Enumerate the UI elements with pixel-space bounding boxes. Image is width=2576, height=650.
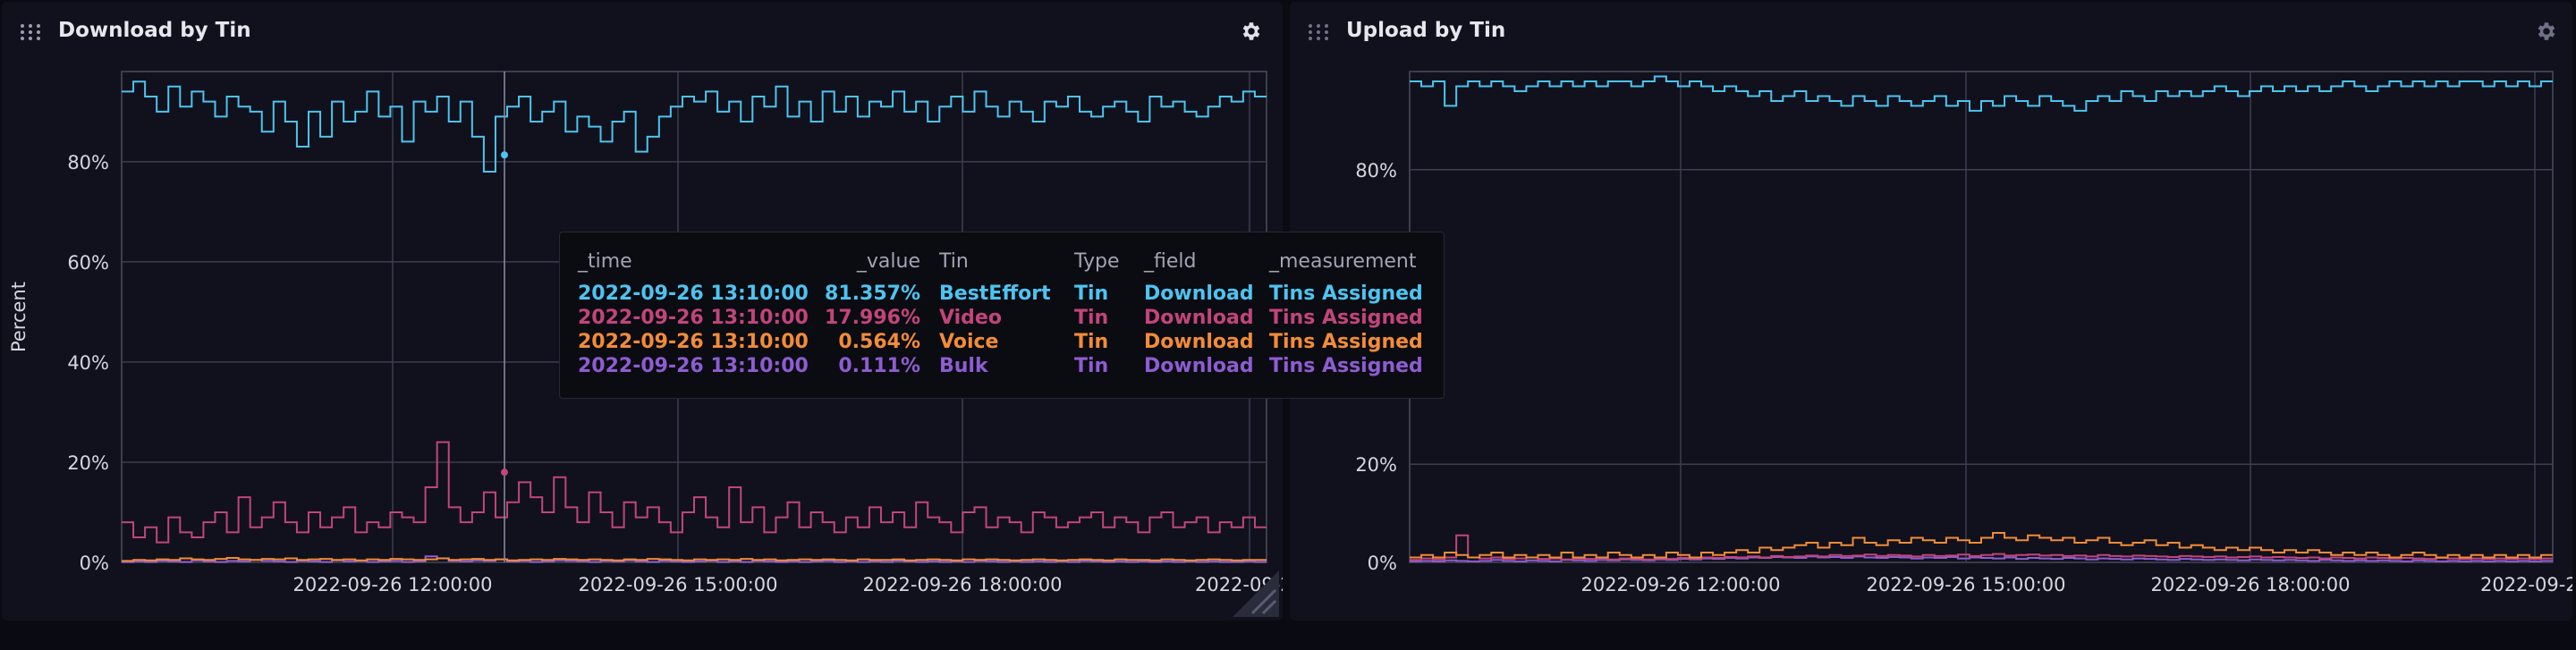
panel-header: Download by Tin	[2, 2, 1283, 59]
tooltip-cell-time: 2022-09-26 13:10:00	[578, 283, 809, 305]
tooltip-cell-tin: Video	[939, 307, 1002, 329]
x-tick-label: 2022-09-26	[2480, 574, 2572, 595]
series-line-voice[interactable]	[122, 556, 1267, 562]
tooltip-header-tin: Tin	[939, 250, 969, 273]
drag-handle-icon[interactable]	[20, 23, 41, 41]
tooltip-cell-tin: BestEffort	[939, 283, 1051, 305]
tooltip-header-measurement: _measurement	[1269, 250, 1417, 273]
x-tick-label: 2022-09-26 15:00:00	[578, 574, 777, 595]
tooltip-cell-time: 2022-09-26 13:10:00	[578, 355, 809, 377]
tooltip-cell-type: Tin	[1074, 283, 1109, 305]
series-line-bulk[interactable]	[122, 555, 1267, 563]
y-tick-label: 20%	[1355, 454, 1397, 476]
tooltip-cell-field: Download	[1144, 307, 1254, 329]
tooltip-header-time: _time	[578, 250, 632, 273]
hover-point	[501, 151, 508, 159]
hover-point	[501, 469, 508, 477]
upload-panel: Upload by Tin 0% 20% 80% 2022-09-26 12:00:0…	[1290, 2, 2572, 620]
gear-icon[interactable]	[2535, 20, 2558, 43]
tooltip-cell-type: Tin	[1074, 331, 1109, 353]
tooltip-cell-measurement: Tins Assigned	[1269, 355, 1423, 377]
hover-tooltip: _time 2022-09-26 13:10:00 2022-09-26 13:10…	[559, 232, 1445, 399]
tooltip-cell-measurement: Tins Assigned	[1269, 331, 1423, 353]
series-line-besteffort[interactable]	[122, 80, 1267, 173]
tooltip-cell-time: 2022-09-26 13:10:00	[578, 331, 809, 353]
series-line-video[interactable]	[122, 441, 1267, 544]
tooltip-cell-type: Tin	[1074, 355, 1109, 377]
y-tick-label: 20%	[67, 452, 109, 474]
tooltip-cell-value: 0.111%	[838, 355, 920, 377]
plot-area	[1409, 71, 2554, 563]
tooltip-cell-field: Download	[1144, 331, 1254, 353]
tooltip-cell-measurement: Tins Assigned	[1269, 307, 1423, 329]
tooltip-cell-value: 0.564%	[838, 331, 920, 353]
gear-icon[interactable]	[1240, 20, 1263, 43]
series-line-bulk[interactable]	[1410, 555, 2553, 562]
drag-handle-icon[interactable]	[1308, 23, 1329, 41]
tooltip-cell-value: 17.996%	[825, 307, 920, 329]
tooltip-header-field: _field	[1144, 250, 1197, 273]
tooltip-cell-measurement: Tins Assigned	[1269, 283, 1423, 305]
y-tick-label: 80%	[1355, 160, 1397, 181]
y-tick-label: 40%	[67, 352, 109, 374]
y-axis-title: Percent	[8, 282, 30, 352]
series-line-besteffort[interactable]	[1410, 75, 2553, 112]
upload-chart[interactable]: 0% 20% 80% 2022-09-26 12:00:00 2022-09-26 15…	[1290, 2, 2572, 620]
y-tick-label: 0%	[1368, 553, 1397, 574]
tooltip-cell-field: Download	[1144, 283, 1254, 305]
tooltip-cell-field: Download	[1144, 355, 1254, 377]
series-line-voice[interactable]	[1410, 532, 2553, 559]
x-tick-label: 2022-09-26 18:00:00	[862, 574, 1062, 595]
y-tick-label: 80%	[67, 152, 109, 173]
x-tick-label: 2022-09-26 12:00:00	[292, 574, 492, 595]
tooltip-header-value: _value	[856, 250, 920, 273]
tooltip-cell-value: 81.357%	[825, 283, 920, 305]
x-tick-label: 2022-09-26 18:00:00	[2150, 574, 2350, 595]
y-tick-label: 0%	[80, 553, 109, 574]
panel-title: Download by Tin	[58, 19, 251, 42]
tooltip-cell-tin: Voice	[939, 331, 999, 353]
x-tick-label: 2022-09-26 12:00:00	[1580, 574, 1780, 595]
tooltip-cell-tin: Bulk	[939, 355, 988, 377]
x-tick-label: 2022-09-26 15:00:00	[1866, 574, 2065, 595]
tooltip-cell-type: Tin	[1074, 307, 1109, 329]
panel-header: Upload by Tin	[1290, 2, 2572, 59]
tooltip-header-type: Type	[1074, 250, 1120, 273]
panel-title: Upload by Tin	[1346, 19, 1506, 42]
y-tick-label: 60%	[67, 252, 109, 274]
tooltip-cell-time: 2022-09-26 13:10:00	[578, 307, 809, 329]
resize-handle-icon[interactable]	[1233, 570, 1279, 617]
